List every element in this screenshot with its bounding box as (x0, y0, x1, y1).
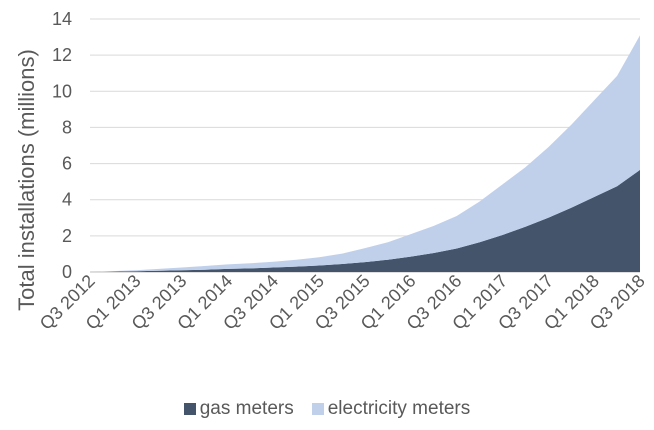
y-tick-label: 2 (62, 226, 72, 246)
area-series-gas (90, 169, 640, 272)
legend-swatch-gas (183, 403, 196, 415)
y-tick-label: 14 (52, 9, 72, 29)
y-tick-label: 12 (52, 45, 72, 65)
gridlines (90, 18, 640, 273)
area-series-group (90, 35, 640, 272)
legend-item-electricity: electricity meters (311, 398, 471, 420)
legend-item-gas: gas meters (183, 398, 294, 420)
legend-label-electricity: electricity meters (327, 398, 471, 419)
y-axis-title: Total installations (millions) (14, 49, 39, 311)
y-tick-label: 4 (62, 190, 72, 210)
legend-label-gas: gas meters (199, 398, 294, 419)
y-tick-label: 8 (62, 117, 72, 137)
y-tick-label: 10 (52, 81, 72, 101)
area-series-electricity (90, 35, 640, 272)
y-tick-label: 6 (62, 154, 72, 174)
legend-swatch-electricity (311, 403, 324, 415)
y-tick-label: 0 (62, 262, 72, 282)
legend: gas meters electricity meters (0, 398, 654, 420)
y-tick-labels: 0 2 4 6 8 10 12 14 (52, 9, 72, 282)
